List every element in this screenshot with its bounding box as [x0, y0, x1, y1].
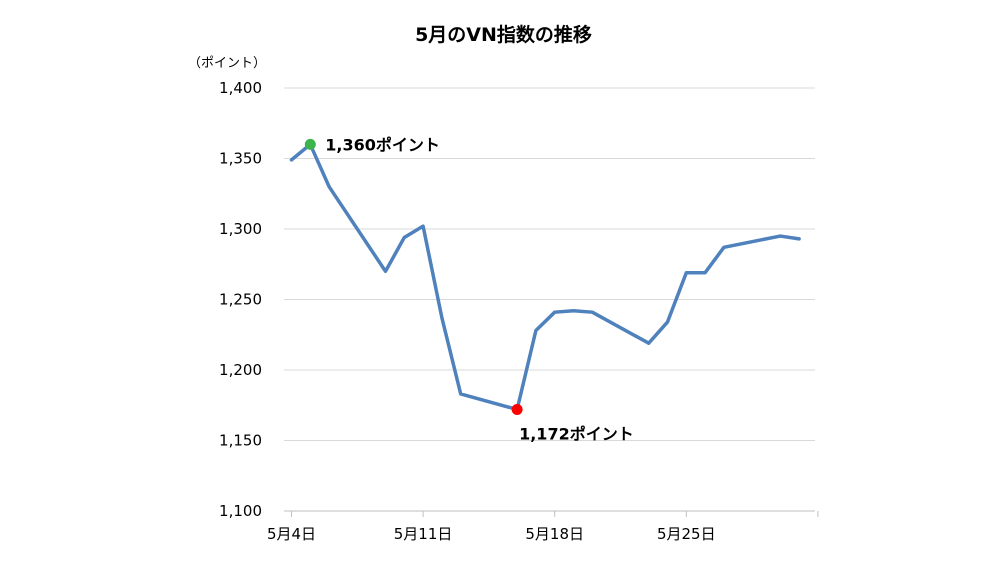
- y-tick-label: 1,400: [219, 79, 262, 97]
- max-point-marker: [304, 138, 316, 150]
- y-tick-label: 1,350: [219, 150, 262, 168]
- x-tick-label: 5月18日: [525, 525, 584, 543]
- max-point-label: 1,360ポイント: [325, 135, 440, 154]
- x-tick-label: 5月4日: [267, 525, 316, 543]
- y-tick-label: 1,300: [219, 220, 262, 238]
- y-tick-label: 1,100: [219, 502, 262, 520]
- min-point-marker: [511, 403, 523, 415]
- x-tick-label: 5月11日: [394, 525, 453, 543]
- x-tick-label: 5月25日: [657, 525, 716, 543]
- y-tick-label: 1,250: [219, 291, 262, 309]
- y-tick-label: 1,200: [219, 361, 262, 379]
- min-point-label: 1,172ポイント: [519, 424, 634, 443]
- series-line: [289, 142, 801, 412]
- y-tick-label: 1,150: [219, 432, 262, 450]
- chart-title: 5月のVN指数の推移: [415, 24, 592, 46]
- y-axis-unit-label: （ポイント）: [188, 56, 267, 71]
